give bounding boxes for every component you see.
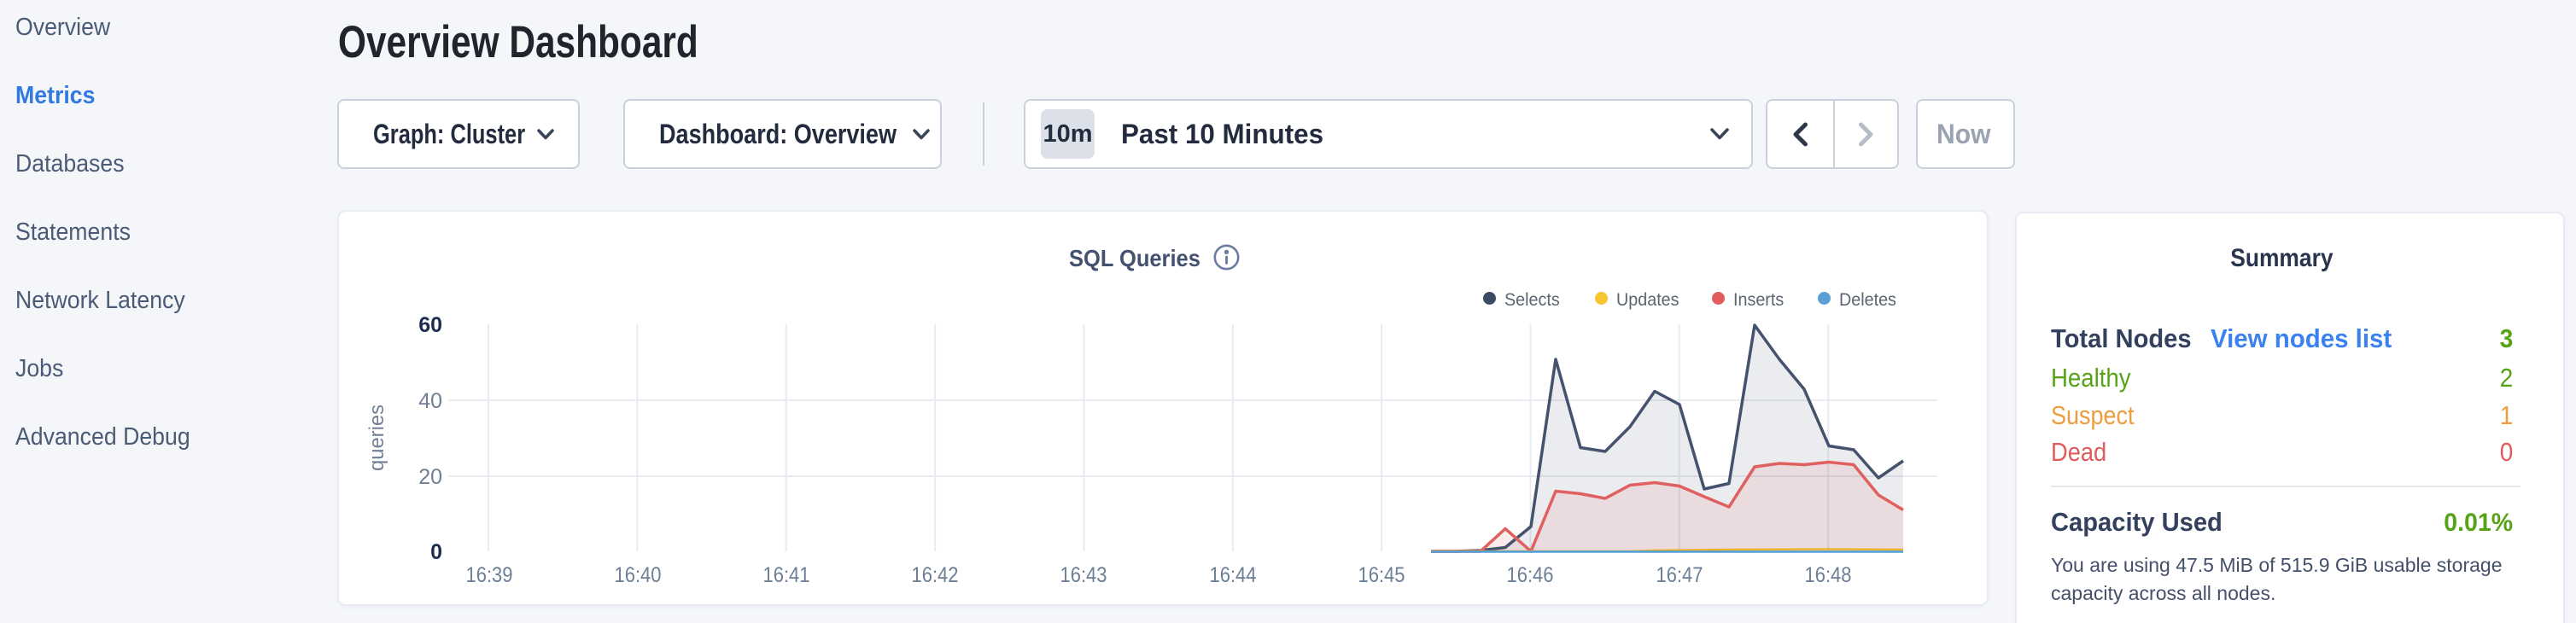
svg-text:0: 0: [430, 540, 442, 564]
svg-text:16:40: 16:40: [615, 563, 662, 587]
svg-text:16:46: 16:46: [1507, 563, 1554, 587]
svg-text:16:48: 16:48: [1805, 563, 1852, 587]
svg-text:60: 60: [418, 313, 442, 337]
svg-text:16:42: 16:42: [912, 563, 959, 587]
svg-text:20: 20: [418, 465, 442, 489]
svg-text:16:44: 16:44: [1210, 563, 1257, 587]
svg-text:16:41: 16:41: [763, 563, 810, 587]
svg-text:16:47: 16:47: [1656, 563, 1703, 587]
svg-text:queries: queries: [365, 405, 388, 471]
svg-text:40: 40: [418, 389, 442, 413]
svg-text:16:43: 16:43: [1060, 563, 1107, 587]
svg-text:16:39: 16:39: [466, 563, 513, 587]
svg-text:16:45: 16:45: [1358, 563, 1405, 587]
